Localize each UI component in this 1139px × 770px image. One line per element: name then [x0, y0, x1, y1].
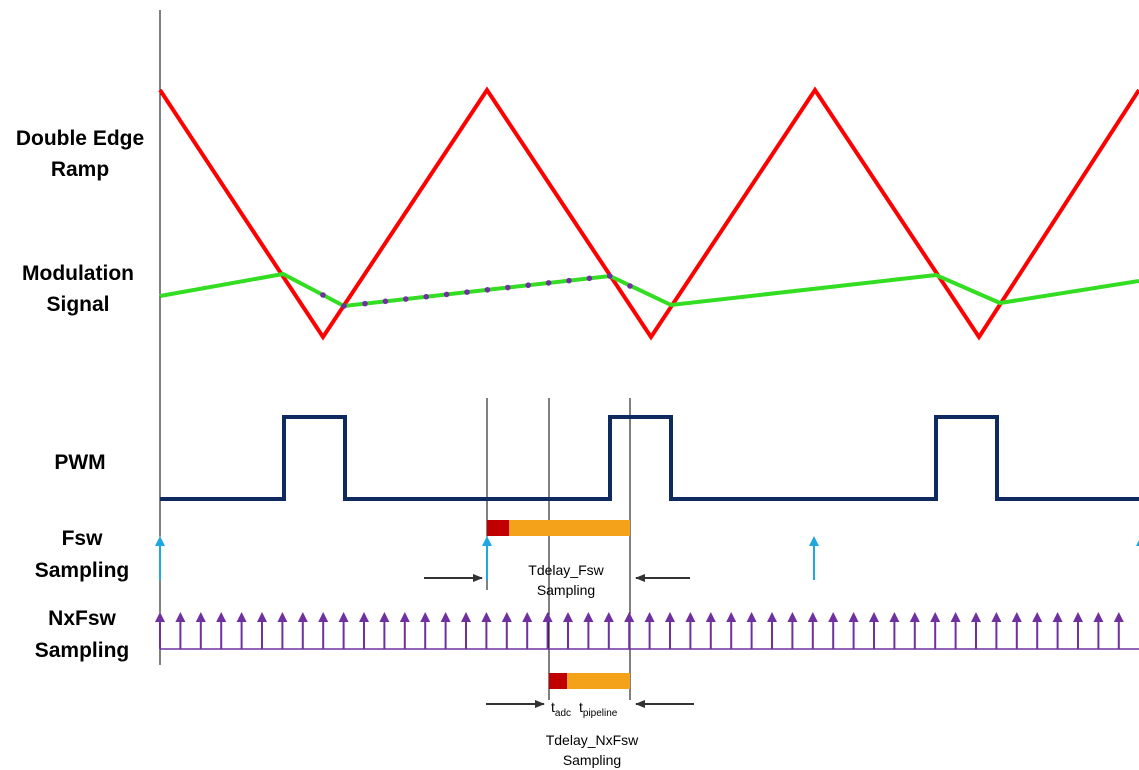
- modulation-sample-dot: [607, 273, 613, 279]
- modulation-sample-dot: [505, 284, 511, 291]
- modulation-label-line2: Signal: [46, 293, 109, 316]
- nxfsw-sampling-arrow-head: [155, 612, 165, 622]
- nxfsw-sampling-arrow-head: [501, 612, 512, 622]
- modulation-sample-dot: [545, 280, 552, 286]
- nxfsw-sampling-arrow-head: [318, 612, 329, 622]
- nxfsw-sampling-arrow-head: [767, 612, 777, 622]
- fsw-tadc-bar: [487, 520, 509, 536]
- nxfsw-sampling-arrow-head: [971, 612, 981, 622]
- tdelay-fsw-label-line1: Tdelay_Fsw: [528, 562, 604, 578]
- tadc-label-main: t: [551, 699, 555, 715]
- fsw-sampling-arrow-head: [1136, 540, 1139, 546]
- nxfsw-sampling-arrow-head: [665, 612, 675, 622]
- fsw-sampling-arrow-head: [809, 536, 819, 546]
- fsw-sampling-arrows: [155, 536, 1139, 580]
- nxfsw-sampling-arrow-head: [1093, 612, 1104, 622]
- nxfsw-sampling-arrow-head: [807, 612, 818, 622]
- tpipeline-label-main: t: [579, 699, 583, 715]
- nxfsw-sampling-arrow-head: [379, 612, 390, 622]
- nxfsw-sampling-arrow-head: [705, 612, 716, 622]
- nxfsw-sampling-arrow-head: [257, 612, 267, 622]
- nxfsw-sampling-arrows: [155, 612, 1124, 649]
- nxfsw-sampling-arrow-head: [481, 612, 492, 622]
- modulation-sample-dot: [341, 303, 347, 309]
- nxfsw-sampling-arrow-head: [297, 612, 308, 622]
- nxfsw-sampling-arrow-head: [889, 612, 900, 622]
- nxfsw-sampling-arrow-head: [1113, 612, 1124, 622]
- nxfsw-sampling-arrow-head: [195, 612, 206, 622]
- nxfsw-sampling-arrow-head: [583, 612, 594, 622]
- modulation-sample-dot: [443, 291, 450, 298]
- nxfsw-label-line2: Sampling: [35, 639, 130, 662]
- nxfsw-sampling-arrow-head: [1073, 612, 1083, 622]
- nxfsw-sampling-arrow-head: [685, 612, 696, 622]
- nxfsw-sampling-arrow-head: [563, 612, 573, 622]
- nxfsw-sampling-arrow-head: [869, 612, 879, 622]
- tdelay-nxfsw-label-line1: Tdelay_NxFsw: [546, 732, 639, 748]
- tadc-label: tadc: [551, 699, 571, 719]
- modulation-sample-dot: [464, 289, 470, 295]
- fsw-label-line2: Sampling: [35, 559, 130, 582]
- nxfsw-sampling-arrow-head: [338, 612, 349, 622]
- modulation-sample-dot: [627, 283, 633, 289]
- tdelay-nxfsw-label-line2: Sampling: [563, 752, 621, 768]
- modulation-sample-dot: [566, 277, 572, 284]
- modulation-signal-waveform: [159, 271, 1139, 309]
- nxfsw-sampling-arrow-head: [828, 612, 839, 622]
- modulation-sample-dot: [484, 287, 491, 293]
- nxfsw-sampling-arrow-head: [787, 612, 798, 622]
- nxfsw-sampling-arrow-head: [1011, 612, 1022, 622]
- ramp-label-line2: Ramp: [51, 158, 109, 181]
- nxfsw-sampling-arrow-head: [359, 612, 369, 622]
- nxfsw-sampling-arrow-head: [991, 612, 1002, 622]
- double-edge-ramp-waveform: [158, 86, 1139, 341]
- tdelay-fsw-label-line2: Sampling: [537, 582, 595, 598]
- pwm-label: PWM: [54, 451, 105, 474]
- nxfsw-sampling-arrow-head: [746, 612, 757, 622]
- nxfsw-sampling-arrow-head: [399, 612, 410, 622]
- nxfsw-sampling-arrow-head: [1032, 612, 1043, 622]
- nxfsw-sampling-arrow-head: [216, 612, 227, 622]
- nxfsw-sampling-arrow-head: [277, 612, 288, 622]
- fsw-sampling-arrow-head: [482, 536, 492, 546]
- ramp-label-line1: Double Edge: [16, 127, 144, 150]
- nxfsw-sampling-arrow-head: [522, 612, 533, 622]
- nxfsw-label-line1: NxFsw: [48, 607, 116, 630]
- nxfsw-tpipeline-bar: [567, 673, 630, 689]
- nxfsw-sampling-arrow-head: [603, 612, 614, 622]
- nxfsw-sampling-arrow-head: [236, 612, 247, 622]
- modulation-sample-dot: [525, 282, 531, 289]
- nxfsw-sampling-arrow-head: [542, 612, 553, 622]
- modulation-sample-points: [320, 273, 633, 309]
- nxfsw-sampling-arrow-head: [461, 612, 471, 622]
- nxfsw-sampling-arrow-head: [644, 612, 655, 622]
- modulation-sample-dot: [423, 293, 430, 300]
- nxfsw-sampling-arrow-head: [909, 612, 920, 622]
- nxfsw-sampling-arrow-head: [950, 612, 961, 622]
- tpipeline-label-subscript: pipeline: [583, 708, 618, 719]
- modulation-sample-dot: [362, 300, 368, 307]
- nxfsw-sampling-arrow-head: [420, 612, 431, 622]
- nxfsw-sampling-arrow-head: [930, 612, 941, 622]
- nxfsw-sampling-arrow-head: [440, 612, 451, 622]
- fsw-label-line1: Fsw: [62, 527, 104, 550]
- pwm-waveform: [160, 415, 1139, 501]
- nxfsw-sampling-arrow-head: [1052, 612, 1063, 622]
- modulation-label-line1: Modulation: [22, 262, 134, 285]
- nxfsw-sampling-arrow-head: [175, 612, 186, 622]
- modulation-sample-dot: [320, 292, 326, 298]
- nxfsw-tadc-bar: [549, 673, 567, 689]
- nxfsw-sampling-arrow-head: [726, 612, 737, 622]
- tpipeline-label: tpipeline: [579, 699, 618, 719]
- modulation-sample-dot: [586, 275, 593, 282]
- nxfsw-sampling-arrow-head: [848, 612, 859, 622]
- tadc-label-subscript: adc: [555, 708, 571, 719]
- modulation-sample-dot: [403, 296, 409, 302]
- nxfsw-sampling-arrow-head: [624, 612, 635, 622]
- fsw-tpipeline-bar: [509, 520, 630, 536]
- fsw-sampling-arrow-head: [155, 536, 165, 546]
- modulation-sample-dot: [382, 298, 389, 305]
